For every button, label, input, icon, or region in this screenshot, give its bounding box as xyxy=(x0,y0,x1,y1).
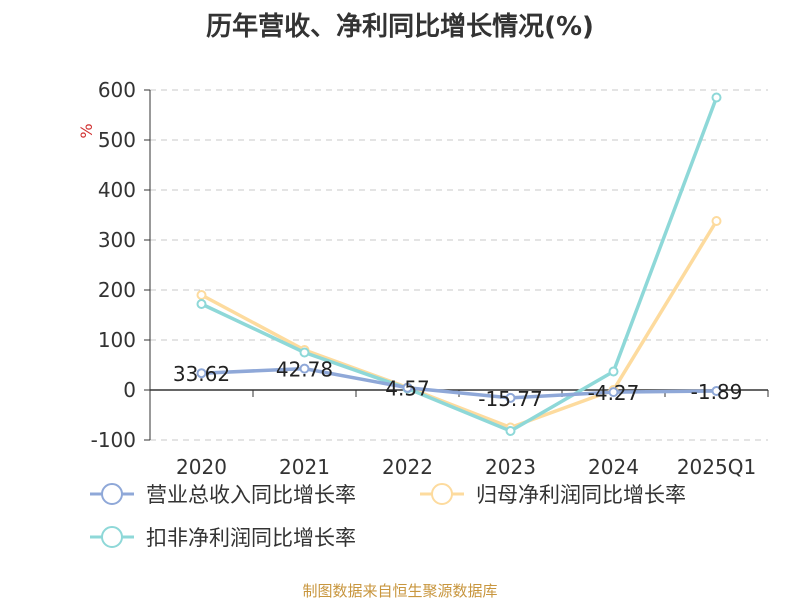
y-tick-label: 300 xyxy=(98,228,136,252)
data-point xyxy=(711,92,722,103)
x-tick-label: 2022 xyxy=(382,455,433,479)
legend-swatch-marker xyxy=(101,483,123,505)
y-tick-label: 200 xyxy=(98,278,136,302)
legend-swatch-marker xyxy=(101,526,123,548)
data-point xyxy=(196,368,207,379)
x-tick-label: 2023 xyxy=(485,455,536,479)
legend-label: 扣非净利润同比增长率 xyxy=(146,526,356,550)
y-tick-label: 0 xyxy=(123,378,136,402)
data-point xyxy=(608,366,619,377)
x-tick-label: 2020 xyxy=(176,455,227,479)
data-point xyxy=(299,347,310,358)
data-point xyxy=(196,299,207,309)
legend-item[interactable]: 扣非净利润同比增长率 xyxy=(90,526,356,550)
x-tick-label: 2024 xyxy=(588,455,639,479)
data-point xyxy=(299,363,310,374)
chart-title: 历年营收、净利同比增长情况(%) xyxy=(206,12,594,42)
data-labels: 33.62 42.78 4.57 -15.77 -4.27 -1.89 xyxy=(173,358,743,411)
data-point xyxy=(505,426,516,436)
data-point xyxy=(505,392,516,403)
data-label: 33.62 xyxy=(173,362,230,386)
y-axis-label: % xyxy=(77,123,96,138)
series-line xyxy=(200,220,718,430)
y-tick-label: -100 xyxy=(91,428,136,452)
data-label: -4.27 xyxy=(588,381,640,405)
data-point xyxy=(608,387,619,398)
legend-label: 营业总收入同比增长率 xyxy=(146,483,356,507)
data-label: -1.89 xyxy=(691,380,743,404)
x-tick-label: 2025Q1 xyxy=(677,455,756,479)
y-tick-label: 500 xyxy=(98,128,136,152)
legend-item[interactable]: 归母净利润同比增长率 xyxy=(420,483,686,507)
data-point xyxy=(196,290,207,300)
series-line xyxy=(201,366,717,400)
data-label: -15.77 xyxy=(478,387,542,411)
data-label: 42.78 xyxy=(276,358,333,382)
legend-label: 归母净利润同比增长率 xyxy=(476,483,686,507)
data-point xyxy=(711,216,722,226)
y-tick-label: 400 xyxy=(98,178,136,202)
series-line xyxy=(200,96,719,433)
series-lines xyxy=(196,92,722,436)
legend-swatch-marker xyxy=(431,483,453,505)
y-tick-label: 100 xyxy=(98,328,136,352)
axes: 600 500 400 300 200 100 0 -100 2020 2021 2022 2023 2… xyxy=(77,78,769,479)
grid-lines xyxy=(150,89,768,441)
y-tick-label: 600 xyxy=(98,78,136,102)
x-tick-label: 2021 xyxy=(279,455,330,479)
data-label: 4.57 xyxy=(385,377,430,401)
data-point xyxy=(711,385,722,396)
legend-item[interactable]: 营业总收入同比增长率 xyxy=(90,483,356,507)
data-point xyxy=(402,382,413,393)
source-note: 制图数据来自恒生聚源数据库 xyxy=(302,582,498,600)
